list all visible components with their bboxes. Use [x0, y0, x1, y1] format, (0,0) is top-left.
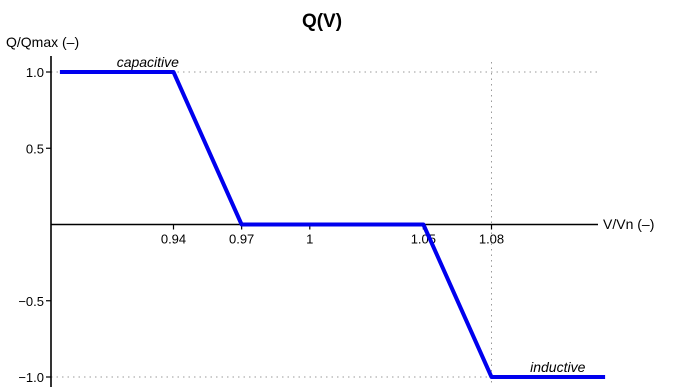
chart-title: Q(V) — [302, 11, 342, 32]
y-tick-label: 0.5 — [26, 141, 44, 156]
x-axis-label: V/Vn (–) — [603, 216, 654, 232]
series-layer — [59, 70, 606, 379]
x-tick-label: 1 — [306, 232, 313, 247]
x-tick-label: 0.94 — [161, 232, 186, 247]
tick-labels-layer: 0.94 0.97 1 1.05 1.081.00.5−0.5−1.0 — [18, 65, 504, 385]
y-tick-label: 1.0 — [26, 65, 44, 80]
x-tick-label: 1.08 — [479, 232, 504, 247]
y-axis-label: Q/Qmax (–) — [6, 34, 79, 50]
series-line — [59, 70, 606, 379]
annotation-label: inductive — [530, 359, 585, 375]
x-tick-label: 0.97 — [229, 232, 254, 247]
y-tick-label: −0.5 — [18, 294, 44, 309]
axes-layer — [46, 56, 598, 387]
y-tick-label: −1.0 — [18, 370, 44, 385]
annotation-label: capacitive — [117, 54, 179, 70]
annotations-layer: capacitive inductive — [117, 54, 586, 375]
